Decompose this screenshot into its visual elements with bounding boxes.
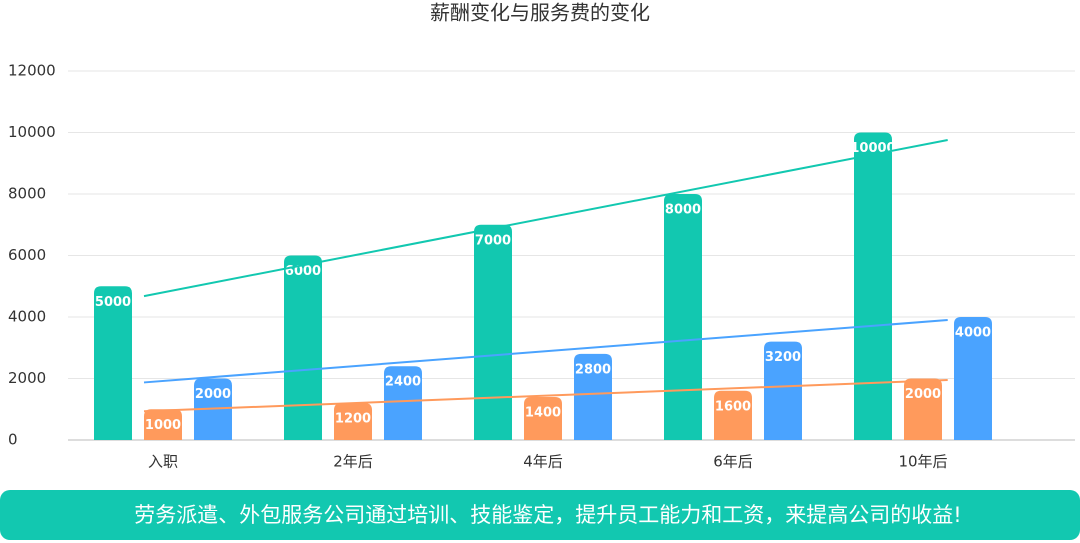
value-label: 4000 — [955, 326, 991, 341]
value-label: 1000 — [145, 418, 181, 433]
y-tick-label: 6000 — [8, 246, 46, 264]
value-label: 2800 — [575, 362, 611, 377]
x-tick-label: 入职 — [148, 453, 178, 471]
y-tick-label: 8000 — [8, 185, 46, 203]
value-label: 7000 — [475, 233, 511, 248]
value-label: 3200 — [765, 350, 801, 365]
trend-line — [143, 139, 948, 298]
bar — [764, 341, 802, 440]
value-label: 1200 — [335, 412, 371, 427]
value-label: 2000 — [905, 387, 941, 402]
bar — [334, 403, 372, 440]
bar — [524, 396, 562, 440]
value-label: 6000 — [285, 264, 321, 279]
value-label: 1600 — [715, 399, 751, 414]
bar — [954, 317, 992, 440]
y-tick-label: 2000 — [8, 369, 46, 387]
banner-text: 劳务派遣、外包服务公司通过培训、技能鉴定，提升员工能力和工资，来提高公司的收益! — [134, 503, 961, 527]
x-tick-label: 2年后 — [333, 453, 373, 471]
bar — [384, 366, 422, 440]
value-label: 2400 — [385, 375, 421, 390]
bar — [664, 194, 702, 440]
x-tick-label: 10年后 — [898, 453, 947, 471]
y-tick-label: 4000 — [8, 308, 46, 326]
x-tick-label: 4年后 — [523, 453, 563, 471]
trend-line — [143, 379, 948, 413]
bar — [144, 409, 182, 440]
y-tick-label: 10000 — [8, 123, 56, 141]
trend-line — [143, 319, 948, 384]
banner — [0, 490, 1080, 540]
y-tick-label: 0 — [8, 431, 18, 449]
bar — [854, 132, 892, 440]
x-tick-label: 6年后 — [713, 453, 753, 471]
y-tick-label: 12000 — [8, 62, 56, 80]
value-label: 1400 — [525, 405, 561, 420]
value-label: 2000 — [195, 387, 231, 402]
value-label: 5000 — [95, 295, 131, 310]
bar — [284, 255, 322, 440]
bar — [474, 224, 512, 440]
bar — [904, 378, 942, 440]
chart-title: 薪酬变化与服务费的变化 — [430, 1, 650, 25]
bar — [94, 286, 132, 440]
value-label: 8000 — [665, 203, 701, 218]
bar — [714, 390, 752, 440]
bar — [574, 353, 612, 440]
